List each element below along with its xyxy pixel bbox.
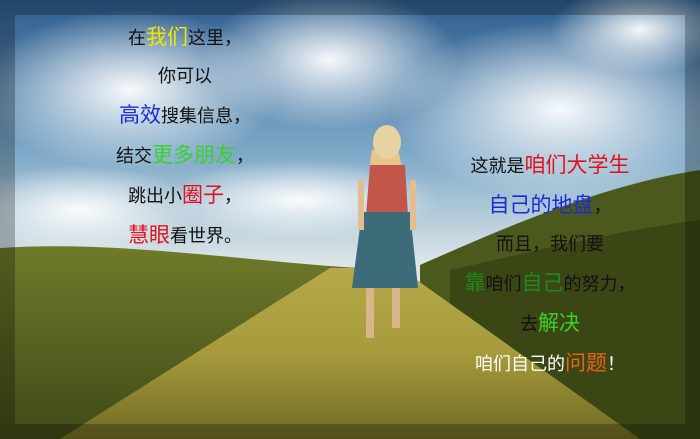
- caption-line: 跳出小圈子，: [95, 176, 275, 216]
- highlight-text: 我们: [146, 25, 188, 49]
- highlight-text: 更多朋友: [152, 143, 236, 167]
- caption-text: 咱们: [485, 274, 522, 295]
- caption-text: ，: [224, 186, 242, 207]
- caption-text: 而且，我们要: [496, 234, 604, 255]
- highlight-text: 靠: [464, 271, 486, 295]
- caption-text: ，: [236, 146, 254, 167]
- caption-text: 跳出小: [128, 186, 182, 207]
- caption-text: 你可以: [158, 66, 212, 87]
- walking-woman: [352, 125, 418, 338]
- caption-line: 咱们自己的问题！: [425, 344, 675, 384]
- caption-text: 咱们自己的: [475, 354, 565, 375]
- caption-text: 的努力，: [563, 274, 636, 295]
- highlight-text: 高效: [119, 103, 161, 127]
- caption-line: 高效搜集信息，: [95, 96, 275, 136]
- highlight-text: 圈子: [182, 183, 224, 207]
- caption-text: 去: [520, 314, 538, 335]
- caption-line: 你可以: [95, 58, 275, 96]
- caption-text: 看世界。: [170, 226, 242, 247]
- highlight-text: 解决: [538, 311, 580, 335]
- right-caption: 这就是咱们大学生 自己的地盘， 而且，我们要 靠咱们自己的努力， 去解决 咱们自己的问题！: [425, 146, 675, 384]
- highlight-text: 自己: [521, 271, 564, 295]
- caption-text: ，: [593, 196, 612, 217]
- caption-text: 结交: [116, 146, 152, 167]
- left-caption: 在我们这里， 你可以 高效搜集信息， 结交更多朋友， 跳出小圈子， 慧眼看世界。: [95, 18, 275, 256]
- caption-text: ！: [607, 354, 625, 375]
- caption-line: 慧眼看世界。: [95, 216, 275, 256]
- caption-text: 这里，: [188, 28, 242, 49]
- caption-line: 结交更多朋友，: [95, 136, 275, 176]
- caption-line: 靠咱们自己的努力，: [425, 264, 675, 304]
- caption-line: 这就是咱们大学生: [425, 146, 675, 186]
- caption-text: 在: [128, 28, 146, 49]
- highlight-text: 自己的地盘: [488, 193, 594, 217]
- caption-line: 去解决: [425, 304, 675, 344]
- highlight-text: 咱们大学生: [524, 153, 630, 177]
- caption-line: 在我们这里，: [95, 18, 275, 58]
- caption-text: 搜集信息，: [161, 106, 251, 127]
- caption-line: 而且，我们要: [425, 226, 675, 264]
- highlight-text: 问题: [565, 351, 607, 375]
- highlight-text: 慧眼: [128, 223, 170, 247]
- caption-line: 自己的地盘，: [425, 186, 675, 226]
- caption-text: 这就是: [470, 156, 525, 177]
